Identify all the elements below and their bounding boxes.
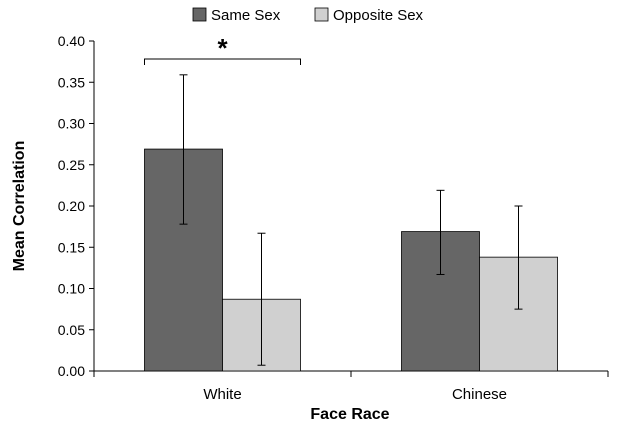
y-tick-label: 0.00 <box>58 363 85 379</box>
error-bars-layer <box>179 74 523 366</box>
x-tick-label: Chinese <box>452 386 507 403</box>
y-axis-title: Mean Correlation <box>11 141 28 272</box>
significance-star: * <box>217 33 228 63</box>
legend-label-same-sex: Same Sex <box>211 7 281 24</box>
x-tick-label: White <box>203 386 241 403</box>
annotations-layer: * <box>144 33 301 65</box>
y-tick-label: 0.05 <box>58 322 85 338</box>
legend-swatch-same-sex <box>192 7 207 22</box>
y-tick-label: 0.25 <box>58 157 85 173</box>
significance-bracket <box>144 58 301 65</box>
y-tick-label: 0.15 <box>58 239 85 255</box>
axes-layer: 0.00 0.05 0.10 0.15 0.20 0.25 0.30 0.35 0.40 Whit… <box>58 33 609 403</box>
legend-swatch-opposite-sex <box>314 7 329 22</box>
bars-layer <box>144 148 558 372</box>
x-axis-title: Face Race <box>310 406 389 423</box>
y-tick-label: 0.10 <box>58 281 85 297</box>
y-tick-label: 0.35 <box>58 74 85 90</box>
legend: Same Sex Opposite Sex <box>192 7 424 24</box>
y-tick-label: 0.20 <box>58 198 85 214</box>
y-tick-label: 0.30 <box>58 116 85 132</box>
legend-label-opposite-sex: Opposite Sex <box>333 7 424 24</box>
y-tick-label: 0.40 <box>58 33 85 49</box>
